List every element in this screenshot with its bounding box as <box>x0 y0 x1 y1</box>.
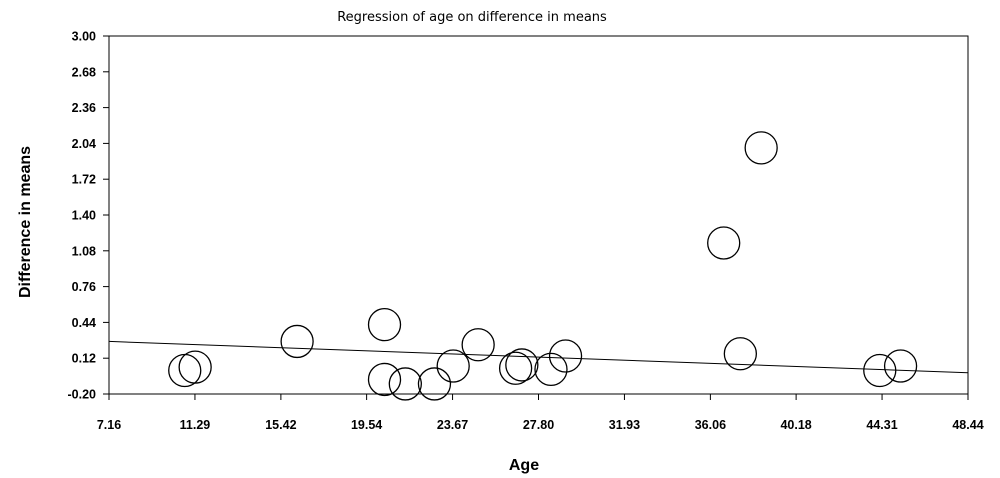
data-point <box>367 307 402 342</box>
y-tick-label: 0.12 <box>72 352 96 366</box>
x-tick-label: 48.44 <box>952 418 983 432</box>
regression-line-layer <box>108 340 969 374</box>
plot-frame <box>108 35 969 395</box>
x-tick-label: 31.93 <box>609 418 640 432</box>
data-point <box>534 352 568 387</box>
regression-line <box>108 340 969 374</box>
x-tick-label: 44.31 <box>866 418 897 432</box>
data-point <box>548 339 583 373</box>
y-tick-label: 0.44 <box>72 316 96 330</box>
data-point <box>388 367 422 401</box>
x-tick-label: 23.67 <box>437 418 468 432</box>
data-point <box>436 349 470 383</box>
y-tick-label: 1.08 <box>72 244 96 258</box>
data-point <box>883 349 918 383</box>
y-tick-label: 1.72 <box>72 173 96 187</box>
data-point <box>498 351 533 385</box>
x-tick-label: 7.16 <box>97 418 121 432</box>
y-tick-label: 2.36 <box>72 101 96 115</box>
x-tick-label: 19.54 <box>351 418 382 432</box>
data-point <box>723 337 757 371</box>
x-tick-label: 36.06 <box>695 418 726 432</box>
data-point <box>168 353 202 388</box>
data-point <box>417 367 452 401</box>
data-point <box>505 348 539 382</box>
x-axis: 7.16 11.29 15.42 19.54 23.67 27.80 31.93 36.06 4… <box>97 394 984 432</box>
data-point <box>707 226 741 260</box>
chart-title: Regression of age on difference in means <box>337 10 607 25</box>
y-tick-label: 1.40 <box>72 209 96 223</box>
x-tick-label: 27.80 <box>523 418 554 432</box>
x-tick-label: 15.42 <box>265 418 296 432</box>
x-axis-label: Age <box>509 457 539 474</box>
y-tick-label: 0.76 <box>72 280 96 294</box>
y-tick-label: -0.20 <box>68 388 97 402</box>
y-tick-label: 3.00 <box>72 30 96 44</box>
data-point <box>280 324 314 359</box>
x-tick-label: 40.18 <box>780 418 811 432</box>
y-axis: 3.00 2.68 2.36 2.04 1.72 1.40 1.08 0.76 0.44 0.12… <box>68 30 109 402</box>
data-points <box>168 131 918 401</box>
data-point <box>461 328 495 362</box>
y-axis-label: Difference in means <box>17 146 34 298</box>
data-point <box>863 353 897 388</box>
data-point <box>744 131 778 165</box>
data-point <box>178 350 212 384</box>
y-tick-label: 2.04 <box>72 137 96 151</box>
y-tick-label: 2.68 <box>72 65 96 79</box>
x-tick-label: 11.29 <box>180 418 211 432</box>
data-point <box>367 362 402 397</box>
